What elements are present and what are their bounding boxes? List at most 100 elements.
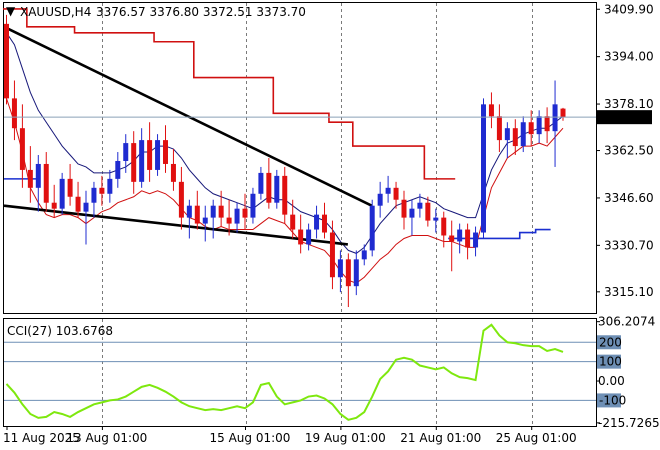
candle [417,193,423,218]
price-tick-label: 3330.70 [604,238,654,252]
candle [385,175,391,203]
price-axis: 3409.90 3394.00 3378.10 3362.50 3346.60 3330.… [596,2,654,299]
candle-body [266,172,272,203]
candle [504,122,510,158]
candle [178,166,184,230]
candle [11,80,17,141]
candle [43,152,49,212]
candle [226,199,232,236]
candle-body [170,163,176,182]
candle-body [210,205,216,218]
collapse-arrow-icon[interactable]: ▼ [6,4,16,18]
candle [314,205,320,239]
candle [433,208,439,233]
candle [520,116,526,153]
candle-body [512,128,518,147]
candle [544,107,550,144]
candle-body [147,140,153,170]
candlestick-series [4,14,566,308]
candle [337,250,343,293]
candle [465,223,471,260]
candle-body [115,160,121,179]
cci-level-badge [597,393,621,408]
cci-line [5,323,564,421]
candle [131,131,137,194]
candle [115,152,121,188]
cci-panel-frame [3,318,597,427]
candle-body [298,229,304,245]
candle [441,211,447,248]
candle-body [178,181,184,218]
candle [409,199,415,236]
candle [345,253,351,308]
candle-body [51,202,57,209]
cci-tick-label: -215.7265 [598,416,660,430]
candle [560,107,566,121]
candle [19,104,25,188]
ohlc-values: 3376.57 3376.80 3372.51 3373.70 [96,5,306,19]
candle [274,169,280,209]
candle-body [99,187,105,194]
chart-header: ▼ XAUUSD,H4 3376.57 3376.80 3372.51 3373… [6,4,306,19]
candle [353,250,359,296]
candle [210,199,216,239]
candle-body [465,229,471,248]
candle [186,199,192,239]
supertrend-line-down [3,8,456,180]
candle-body [83,202,89,212]
candle-body [353,259,359,287]
candle-body [536,116,542,135]
candle [536,110,542,144]
candle [552,80,558,167]
candle [202,205,208,242]
candle-body [11,98,17,129]
candle [242,193,248,230]
trend-lines[interactable] [3,25,373,246]
candle-body [258,172,264,194]
price-tick-label: 3394.00 [604,50,654,64]
candle-body [91,187,97,203]
candle [282,166,288,224]
candle [449,220,455,272]
candle [99,175,105,206]
candle-body [528,122,534,135]
candle-body [369,205,375,251]
candle [329,220,335,290]
candle-body [59,178,65,209]
candle [4,14,9,105]
candle-body [409,208,415,218]
candle-body [552,104,558,132]
last-price-label: 3373.70 [600,110,650,124]
trend-line[interactable] [3,204,348,246]
candle-body [274,175,280,203]
candle-body [218,205,224,218]
cci-tick-label: 0.00 [598,374,625,388]
date-tick-label: 13 Aug 01:00 [66,431,147,445]
price-tick-label: 3362.50 [604,144,654,158]
cci-tick-label: 100 [599,355,622,369]
candle [75,181,81,218]
candle-body [250,193,256,218]
candle [369,199,375,257]
candle [234,202,240,233]
date-tick-label: 25 Aug 01:00 [496,431,577,445]
candle-body [314,214,320,230]
candle-body [425,202,431,221]
cci-level-badge [597,354,621,369]
trend-line[interactable] [3,25,373,207]
candle-body [27,169,33,188]
candle [139,128,145,188]
date-tick-label: 21 Aug 01:00 [400,431,481,445]
candle [27,146,33,203]
candle-body [560,108,566,118]
cci-axis: 306.2074 200 100 0.00 -100 -215.7265 [596,315,660,430]
cci-tick-label: -100 [599,393,626,407]
candle-body [337,259,343,278]
cci-tick-label: 306.2074 [598,315,655,329]
candle-body [107,178,113,194]
candle-body [290,214,296,230]
last-price-marker: 3373.70 [4,110,652,125]
candle [306,223,312,251]
